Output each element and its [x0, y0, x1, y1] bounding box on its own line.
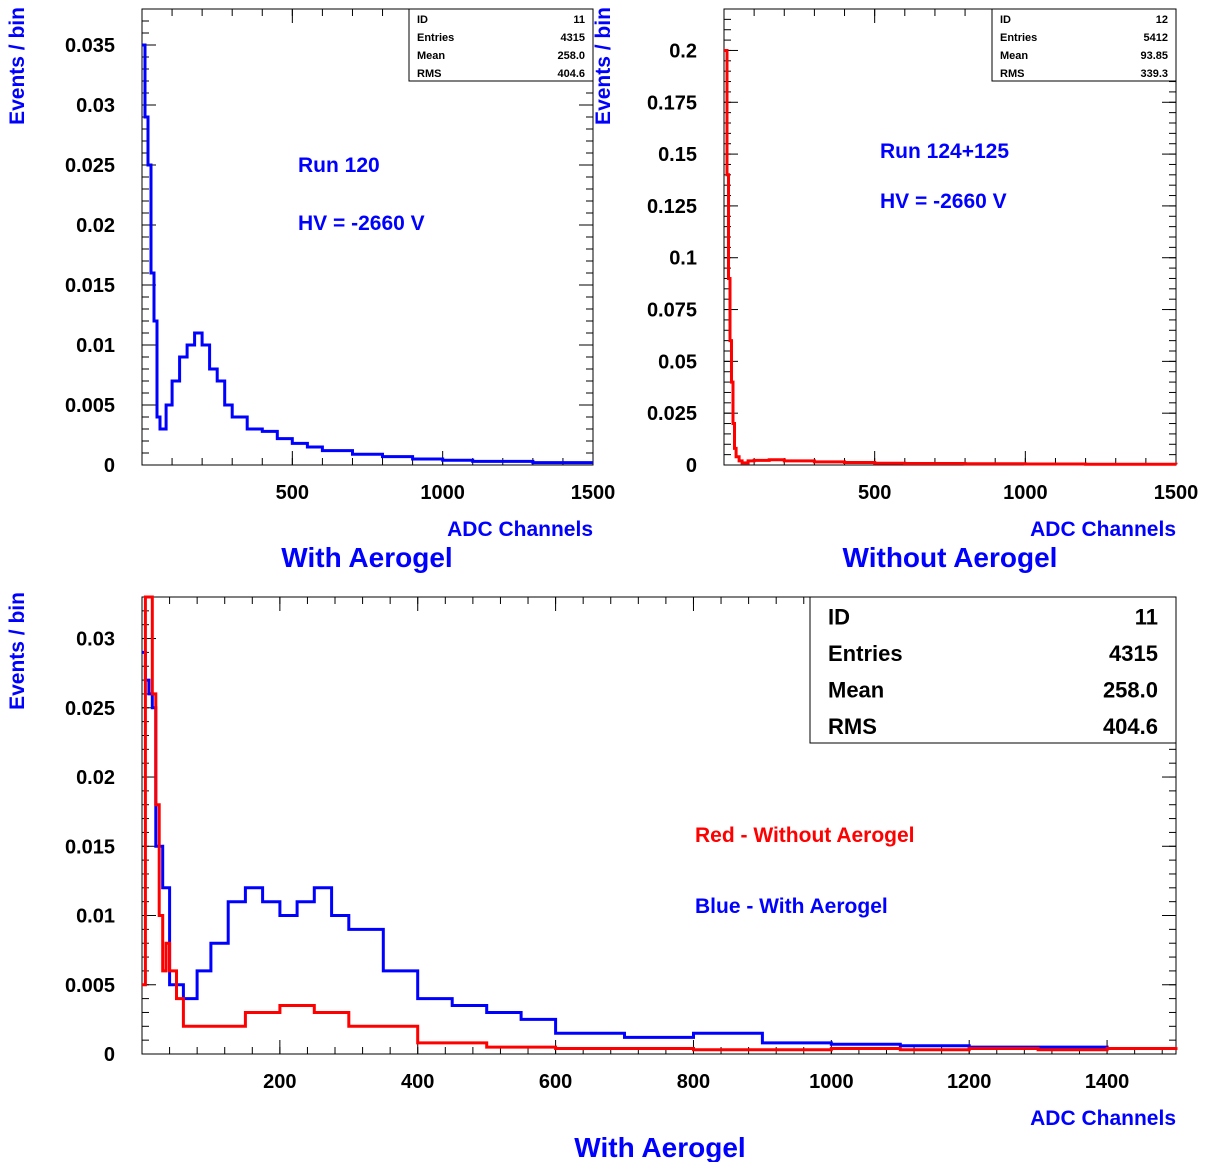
x-tick-label: 200 [263, 1071, 296, 1093]
stats-label: RMS [417, 68, 441, 80]
y-tick-label: 0.02 [76, 215, 115, 237]
x-tick-label: 600 [539, 1071, 572, 1093]
y-tick-label: 0 [104, 455, 115, 477]
y-tick-label: 0.005 [65, 975, 115, 997]
y-axis-title: Events / bin [6, 7, 29, 125]
x-tick-label: 500 [276, 482, 309, 504]
stats-label: ID [828, 605, 850, 630]
y-axis-title: Events / bin [6, 592, 29, 710]
annotation-text: HV = -2660 V [880, 190, 1007, 213]
stats-value: 4315 [1109, 641, 1158, 666]
y-tick-label: 0.01 [76, 335, 115, 357]
series-line [724, 49, 1178, 466]
stats-label: RMS [828, 714, 877, 739]
stats-label: Mean [1000, 50, 1028, 62]
stats-label: ID [1000, 14, 1011, 26]
stats-label: Mean [828, 678, 884, 703]
y-tick-label: 0.175 [647, 92, 697, 114]
stats-label: Mean [417, 50, 445, 62]
panel-title: With Aerogel [574, 1132, 745, 1162]
x-tick-label: 1400 [1085, 1071, 1130, 1093]
y-tick-label: 0 [686, 455, 697, 477]
y-tick-label: 0.075 [647, 300, 697, 322]
stats-value: 404.6 [557, 68, 585, 80]
annotation-text: Red - Without Aerogel [695, 824, 915, 847]
stats-box [991, 8, 1177, 82]
y-tick-label: 0.03 [76, 95, 115, 117]
stats-label: Entries [828, 641, 903, 666]
y-tick-label: 0.015 [65, 275, 115, 297]
plot-frame-2 [141, 596, 1177, 1055]
stats-box [809, 596, 1177, 744]
x-tick-label: 500 [858, 482, 891, 504]
x-tick-label: 400 [401, 1071, 434, 1093]
y-tick-label: 0.035 [65, 35, 115, 57]
annotation-text: HV = -2660 V [298, 212, 425, 235]
stats-value: 5412 [1144, 32, 1168, 44]
y-axis-title: Events / bin [592, 7, 615, 125]
stats-box [408, 8, 594, 82]
y-tick-label: 0 [104, 1044, 115, 1066]
series-line [142, 650, 1176, 1050]
stats-label: Entries [417, 32, 454, 44]
stats-value: 11 [573, 14, 585, 26]
y-tick-label: 0.03 [76, 629, 115, 651]
annotation-text: Run 124+125 [880, 140, 1009, 163]
x-tick-label: 1200 [947, 1071, 992, 1093]
stats-label: RMS [1000, 68, 1024, 80]
panel-title: With Aerogel [281, 542, 452, 573]
y-tick-label: 0.05 [658, 351, 697, 373]
y-tick-label: 0.2 [669, 40, 697, 62]
stats-value: 11 [1135, 605, 1158, 630]
y-tick-label: 0.025 [65, 155, 115, 177]
y-tick-label: 0.15 [658, 144, 697, 166]
x-tick-label: 1500 [571, 482, 616, 504]
y-tick-label: 0.01 [76, 906, 115, 928]
y-tick-label: 0.02 [76, 767, 115, 789]
y-tick-label: 0.1 [669, 248, 697, 270]
annotation-text: Blue - With Aerogel [695, 895, 888, 918]
y-tick-label: 0.025 [65, 698, 115, 720]
stats-value: 12 [1156, 14, 1168, 26]
x-tick-label: 1000 [1003, 482, 1048, 504]
stats-value: 258.0 [557, 50, 585, 62]
stats-value: 93.85 [1140, 50, 1168, 62]
x-axis-title: ADC Channels [1030, 518, 1176, 541]
x-tick-label: 1000 [809, 1071, 854, 1093]
stats-value: 258.0 [1103, 678, 1158, 703]
y-tick-label: 0.005 [65, 395, 115, 417]
x-tick-label: 1500 [1154, 482, 1199, 504]
stats-value: 4315 [561, 32, 585, 44]
stats-value: 339.3 [1140, 68, 1168, 80]
y-tick-label: 0.015 [65, 836, 115, 858]
panel-title: Without Aerogel [843, 542, 1058, 573]
stats-label: Entries [1000, 32, 1037, 44]
stats-label: ID [417, 14, 428, 26]
x-tick-label: 800 [677, 1071, 710, 1093]
y-tick-label: 0.125 [647, 196, 697, 218]
y-tick-label: 0.025 [647, 403, 697, 425]
series-line [142, 595, 1178, 1052]
x-tick-label: 1000 [420, 482, 465, 504]
series-line [142, 43, 593, 465]
x-axis-title: ADC Channels [447, 518, 593, 541]
annotation-text: Run 120 [298, 154, 380, 177]
x-axis-title: ADC Channels [1030, 1107, 1176, 1130]
stats-value: 404.6 [1103, 714, 1158, 739]
